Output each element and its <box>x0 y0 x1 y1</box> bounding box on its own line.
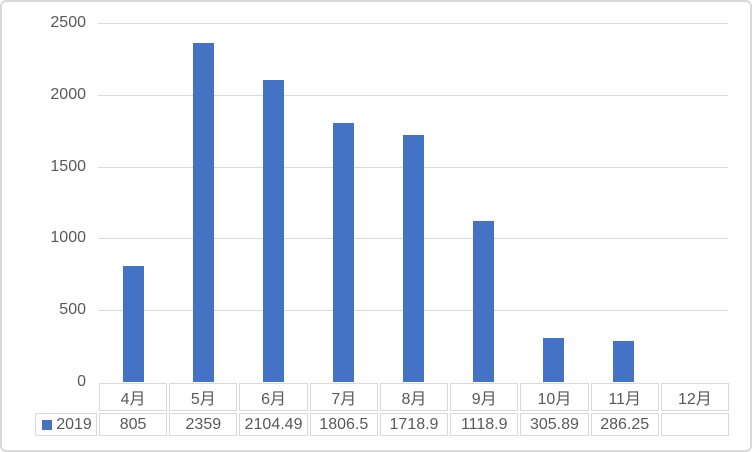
value-cell: 2359 <box>169 413 238 436</box>
category-cell: 9月 <box>450 383 519 411</box>
gridline <box>98 23 728 24</box>
bar[interactable] <box>472 221 494 382</box>
category-cell: 7月 <box>309 383 378 411</box>
y-axis-tick-label: 1000 <box>50 229 86 247</box>
bar[interactable] <box>332 122 354 382</box>
bar[interactable] <box>122 266 144 382</box>
value-cell: 2104.49 <box>239 413 308 436</box>
bar[interactable] <box>262 79 284 382</box>
value-cell: 1718.9 <box>379 413 449 436</box>
data-table: 4月 5月 6月 7月 8月 9月 10月 11月 12月 2019 805 2359 2104.49 1… <box>35 383 729 436</box>
category-cell: 5月 <box>169 383 238 411</box>
table-corner-cell <box>35 383 97 411</box>
category-cell: 10月 <box>520 383 589 411</box>
category-cell: 6月 <box>239 383 308 411</box>
gridline <box>98 94 728 96</box>
bar[interactable] <box>192 43 214 382</box>
value-cell: 1118.9 <box>450 413 519 436</box>
bar[interactable] <box>612 340 634 382</box>
y-axis-tick-label: 0 <box>77 373 86 390</box>
bar[interactable] <box>542 338 564 382</box>
category-cell: 4月 <box>99 383 168 411</box>
category-cell: 12月 <box>660 383 729 411</box>
legend-cell: 2019 <box>35 413 97 436</box>
value-cell: 805 <box>99 413 168 436</box>
y-axis-tick-label: 2000 <box>50 85 86 103</box>
y-axis-tick-label: 500 <box>59 301 86 319</box>
y-axis-tick-label: 2500 <box>50 14 86 31</box>
value-cell: 1806.5 <box>309 413 378 436</box>
y-axis-tick-label: 1500 <box>50 157 86 175</box>
category-cell: 11月 <box>590 383 659 411</box>
legend-key-icon <box>42 419 53 430</box>
legend-label: 2019 <box>56 415 92 433</box>
bar[interactable] <box>402 135 424 382</box>
value-cell <box>660 413 729 436</box>
value-cell: 305.89 <box>520 413 589 436</box>
value-cell: 286.25 <box>590 413 659 436</box>
category-cell: 8月 <box>379 383 449 411</box>
